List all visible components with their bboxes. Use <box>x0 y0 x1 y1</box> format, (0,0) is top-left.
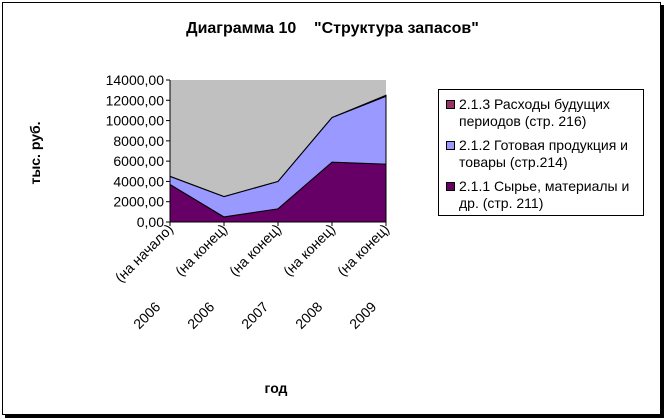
y-tick-label: 2000,00 <box>113 194 164 210</box>
y-tick-label: 0,00 <box>137 214 164 230</box>
series-area-2 <box>169 94 387 198</box>
y-tick-label: 10000,00 <box>106 113 165 129</box>
legend-swatch-finished-goods <box>446 141 455 150</box>
legend-label-expenses: 2.1.3 Расходы будущих периодов (стр. 216… <box>459 96 610 129</box>
y-tick-label: 12000,00 <box>106 92 165 108</box>
chart-title: Диаграмма 10 "Структура запасов" <box>186 20 479 37</box>
legend-swatch-raw-materials <box>446 182 455 191</box>
x-axis-label: год <box>264 380 288 396</box>
y-tick-label: 14000,00 <box>106 72 165 88</box>
y-axis-label: тыс. руб. <box>27 121 43 185</box>
x-ticks: (на начало)2006(на конец)2006(на конец)2… <box>112 221 392 332</box>
legend: 2.1.3 Расходы будущих периодов (стр. 216… <box>438 89 644 216</box>
legend-label-finished-goods: 2.1.2 Готовая продукция и товары (стр.21… <box>459 137 628 170</box>
legend-swatch-expenses <box>446 100 455 109</box>
y-tick-label: 6000,00 <box>113 153 164 169</box>
legend-label-raw-materials: 2.1.1 Сырье, материалы и др. (стр. 211) <box>459 178 630 211</box>
y-tick-label: 4000,00 <box>113 173 164 189</box>
y-ticks: 0,00 2000,00 4000,00 6000,00 8000,00 10000,00… <box>106 72 170 230</box>
y-tick-label: 8000,00 <box>113 133 164 149</box>
